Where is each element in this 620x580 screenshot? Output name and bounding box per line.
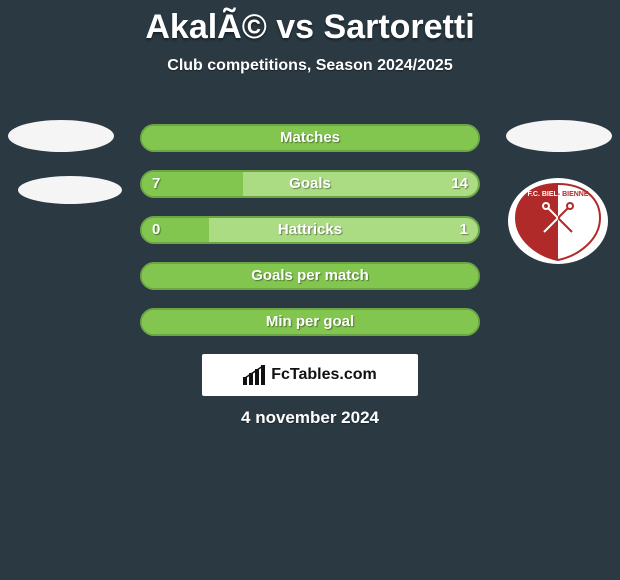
stat-left-value: 0	[142, 218, 170, 242]
player1-logo-2	[18, 176, 122, 204]
generated-date: 4 november 2024	[0, 408, 620, 428]
fctables-badge: FcTables.com	[202, 354, 418, 396]
stat-row-label: Min per goal	[142, 310, 478, 334]
stat-right-value: 1	[450, 218, 478, 242]
stat-row: Matches	[140, 124, 480, 152]
stat-row-label: Goals	[142, 172, 478, 196]
player1-logo-1	[8, 120, 114, 152]
stat-row: Goals per match	[140, 262, 480, 290]
fctables-icon	[243, 365, 265, 385]
stat-right-value: 14	[441, 172, 478, 196]
player2-logo-1	[506, 120, 612, 152]
stat-row-label: Matches	[142, 126, 478, 150]
stat-row-label: Goals per match	[142, 264, 478, 288]
stat-left-value: 7	[142, 172, 170, 196]
subtitle: Club competitions, Season 2024/2025	[0, 57, 620, 75]
player2-club-shield: F.C. BIEL- BIENNE F.C. BIEL- BIENNE	[508, 178, 608, 264]
stat-row-label: Hattricks	[142, 218, 478, 242]
stat-row: Hattricks0 1	[140, 216, 480, 244]
stat-row: Min per goal	[140, 308, 480, 336]
stat-row: Goals7 14	[140, 170, 480, 198]
page-title: AkalÃ© vs Sartoretti	[0, 0, 620, 47]
fctables-text: FcTables.com	[271, 366, 377, 384]
comparison-bars: Matches Goals7 14 Hattricks0 1 Goals per matc…	[140, 124, 480, 354]
